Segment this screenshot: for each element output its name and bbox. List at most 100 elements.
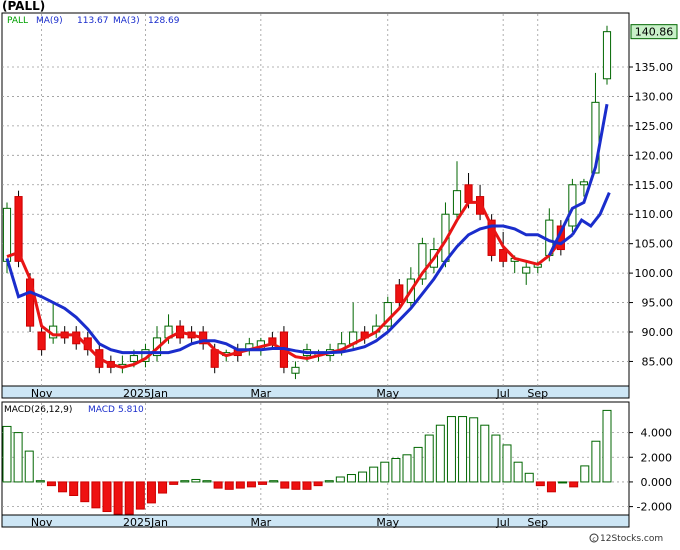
- macd-bar-positive: [502, 444, 512, 483]
- macd-bar-positive: [513, 461, 523, 483]
- legend-macd-value: 5.810: [118, 405, 144, 415]
- price-y-tick-label: 90.00: [642, 326, 674, 339]
- macd-bar-negative: [169, 481, 179, 485]
- macd-bars: [2, 409, 612, 515]
- macd-y-tick-label: 4.000: [641, 427, 673, 440]
- macd-bar-positive: [180, 480, 190, 483]
- macd-bar-negative: [235, 481, 245, 489]
- macd-bar-negative: [246, 481, 256, 488]
- macd-bar-negative: [535, 481, 545, 487]
- macd-legend: MACD(26,12,9) MACD 5.810: [4, 405, 144, 415]
- candle-up: [383, 302, 392, 327]
- macd-bar-positive: [558, 481, 568, 484]
- macd-bar-negative: [135, 481, 145, 510]
- price-legend: PALL MA(9) 113.67 MA(3) 128.69: [7, 16, 180, 26]
- candle-up: [602, 31, 612, 80]
- macd-bar-positive: [491, 434, 501, 483]
- macd-bar-positive: [469, 417, 479, 483]
- macd-bar-positive: [369, 466, 379, 483]
- price-x-tick-label: May: [376, 387, 399, 400]
- candle-up: [2, 207, 12, 262]
- candle-down: [395, 284, 404, 304]
- copyright-icon: c: [592, 536, 595, 543]
- legend-macd: MACD: [88, 405, 115, 415]
- macd-bar-positive: [2, 425, 12, 483]
- macd-bar-negative: [213, 481, 223, 489]
- watermark-text: 12Stocks.com: [600, 534, 663, 544]
- macd-x-tick-label: Sep: [527, 516, 548, 529]
- price-y-tick-label: 100.00: [635, 267, 674, 280]
- candle-up: [129, 355, 139, 362]
- price-panel-frame: [1, 12, 630, 399]
- macd-bar-positive: [602, 409, 612, 483]
- macd-bar-positive: [24, 450, 34, 483]
- price-y-tick-label: 95.00: [642, 297, 674, 310]
- legend-ma9: MA(9): [36, 16, 63, 26]
- macd-y-ticks: 4.000 2.000 0.000 -2.000: [629, 427, 672, 514]
- price-y-tick-label: 135.00: [635, 61, 674, 74]
- macd-x-tick-label: Nov: [31, 516, 53, 529]
- macd-bar-positive: [402, 454, 412, 483]
- macd-x-tick-label: May: [376, 516, 399, 529]
- price-x-tick-label: 2025Jan: [123, 387, 168, 400]
- last-price-label: 140.86: [635, 26, 674, 39]
- candle-down: [499, 249, 508, 262]
- macd-bar-negative: [146, 481, 156, 504]
- candle-up: [591, 101, 600, 174]
- macd-x-tick-label: Mar: [250, 516, 271, 529]
- watermark: c 12Stocks.com: [589, 533, 663, 544]
- ma3-line-extension: [547, 103, 609, 257]
- macd-bar-positive: [446, 416, 456, 483]
- macd-bar-positive: [591, 440, 601, 483]
- price-y-tick-label: 85.00: [642, 355, 674, 368]
- price-x-ticks: Nov 2025Jan Mar May Jul Sep: [31, 387, 548, 400]
- macd-bar-positive: [202, 480, 212, 483]
- macd-bar-positive: [324, 480, 334, 483]
- macd-y-tick-label: -2.000: [637, 501, 672, 514]
- macd-bar-positive: [380, 461, 390, 483]
- macd-bar-negative: [158, 481, 168, 494]
- macd-bar-positive: [191, 478, 201, 483]
- macd-bar-positive: [335, 476, 345, 483]
- chart-title: (PALL): [2, 0, 45, 13]
- price-y-tick-label: 120.00: [635, 149, 674, 162]
- macd-bar-positive: [391, 458, 401, 483]
- legend-macd-params: MACD(26,12,9): [4, 405, 72, 415]
- price-x-tick-label: Nov: [31, 387, 53, 400]
- macd-bar-positive: [435, 424, 445, 483]
- ma9-line-extension: [571, 192, 611, 236]
- macd-x-tick-label: 2025Jan: [123, 516, 168, 529]
- macd-bar-negative: [80, 481, 90, 503]
- price-y-tick-label: 115.00: [635, 179, 674, 192]
- candle-down: [14, 196, 23, 262]
- macd-bar-negative: [102, 481, 112, 513]
- price-y-tick-label: 130.00: [635, 90, 674, 103]
- macd-y-tick-label: 0.000: [641, 476, 673, 489]
- macd-y-tick-label: 2.000: [641, 451, 673, 464]
- macd-bar-negative: [291, 481, 301, 490]
- candle-up: [522, 266, 531, 274]
- candle-up: [291, 366, 300, 374]
- macd-bar-negative: [258, 481, 268, 485]
- legend-ma9-value: 113.67: [77, 16, 109, 26]
- candle-up: [579, 181, 588, 186]
- macd-bar-positive: [458, 416, 468, 483]
- macd-bar-negative: [58, 481, 68, 493]
- candle-down: [487, 219, 496, 256]
- candle-up: [452, 190, 462, 215]
- macd-bar-positive: [35, 480, 45, 483]
- macd-bar-negative: [569, 481, 579, 488]
- legend-ma3-value: 128.69: [148, 16, 180, 26]
- macd-bar-positive: [524, 472, 534, 483]
- macd-bar-negative: [546, 481, 556, 493]
- candle-down: [464, 184, 473, 203]
- macd-x-axis-bar: [1, 514, 630, 528]
- macd-bar-positive: [346, 474, 356, 483]
- macd-bar-negative: [69, 481, 79, 496]
- macd-bar-negative: [91, 481, 101, 509]
- legend-pall: PALL: [7, 16, 28, 26]
- price-y-ticks: 85.00 90.00 95.00 100.00 105.00 110.00 115.00 1…: [629, 61, 673, 368]
- macd-bar-negative: [313, 481, 323, 487]
